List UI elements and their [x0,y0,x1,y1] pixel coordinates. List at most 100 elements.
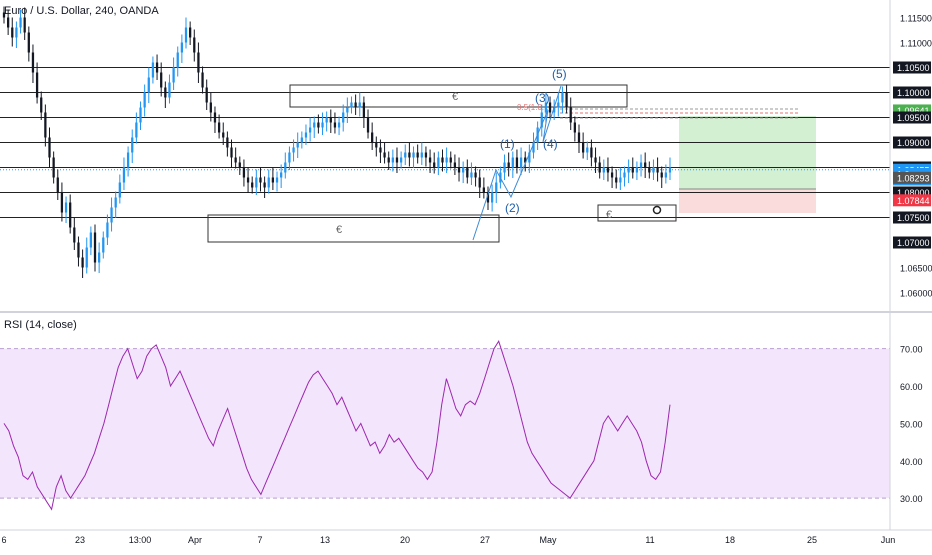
price-level-tag [893,236,931,249]
candle-body [246,177,250,183]
time-tick-label: 25 [807,535,817,545]
candle-body [308,127,312,133]
fib-label: 0.5(1.0... [517,103,549,112]
candle-body [528,152,531,163]
candle-body [371,132,374,143]
candle-body [623,172,626,178]
candle-body [160,72,163,88]
candle-body [391,157,394,163]
candle-body [193,37,196,53]
candle-body [222,132,225,138]
candle-body [424,152,428,158]
candle-body [271,177,275,183]
candle-body [27,32,30,53]
candle-body [449,157,452,163]
price-level-tag [893,211,931,224]
candle-body [648,167,651,173]
price-level-tag-text: 1.09000 [897,138,930,148]
candle-body [404,152,407,158]
candle-body [205,87,208,103]
candle-body [379,147,382,153]
candle-body [482,187,485,193]
candle-body [118,182,121,198]
candle-body [139,107,142,123]
price-tick-label: 1.06000 [900,289,932,299]
rsi-axis[interactable]: 70.00 60.00 50.00 40.00 30.00 [900,345,923,504]
candle-body [457,167,461,173]
candle-body [284,162,287,173]
candle-body [490,192,494,203]
price-axis[interactable]: 1.11500 1.11000 1.06500 1.06000 1.10500 1.100… [893,14,932,299]
candle-body [656,167,659,173]
time-tick-label: 18 [725,535,735,545]
candle-body [524,157,527,163]
rsi-title[interactable]: RSI (14, close) [4,319,77,331]
candle-body [147,77,150,93]
candle-body [354,102,357,108]
candle-body [19,17,22,28]
candle-body [64,202,68,213]
candle-body [639,162,643,168]
candle-body [503,162,506,173]
price-level-tag [893,194,931,207]
supply-zone-label: € [452,91,458,103]
candle-body [544,102,548,113]
candle-body [313,122,316,128]
candle-body [358,102,361,108]
price-level-tag-text: 1.10000 [897,88,930,98]
demand-zone-label-left: € [336,224,342,236]
candle-body [85,247,88,268]
candle-body [275,177,279,183]
candle-body [383,152,386,158]
candle-body [263,182,266,188]
candle-body [131,137,134,153]
candle-body [172,67,175,83]
candle-body [81,257,84,268]
candle-body [519,157,523,168]
candle-body [255,177,258,188]
candle-body [664,172,668,178]
candle-body [189,27,192,38]
time-tick-label: May [539,535,557,545]
candle-body [350,102,353,108]
rsi-tick-label: 30.00 [900,494,923,504]
candle-body [486,192,490,203]
candle-body [126,152,130,168]
time-axis[interactable]: 6 23 13:00 Apr 7 13 20 27 May 11 18 25 Jun [1,535,895,545]
wave-label-4: (4) [543,137,558,151]
candle-body [540,112,543,128]
candle-body [280,172,283,178]
candle-body [292,147,295,153]
candle-body [598,162,601,173]
price-level-tag [893,111,931,124]
profit-target-zone [679,116,816,189]
candle-body [511,157,514,168]
candle-body [296,142,299,148]
candle-body [321,122,324,128]
candle-body [304,132,308,138]
candle-body [143,92,146,108]
candle-body [226,137,229,148]
candle-body [106,222,109,238]
candle-body [569,107,572,123]
candle-body [445,157,448,163]
candle-body [317,122,320,128]
candle-body [238,162,241,168]
candle-body [586,147,589,153]
symbol-title[interactable]: Euro / U.S. Dollar, 240, OANDA [4,5,159,17]
time-tick-label: 23 [75,535,85,545]
candle-body [375,142,378,148]
candle-body [635,167,639,173]
wave-label-3: (3) [535,91,550,105]
candle-body [581,142,585,153]
rsi-overbought-oversold-band [0,348,890,499]
wave-label-1: (1) [500,137,515,151]
candle-body [325,117,328,123]
candle-body [387,157,390,163]
candle-body [230,147,233,158]
candle-body [180,42,184,53]
rsi-tick-label: 40.00 [900,457,923,467]
candle-body [441,157,444,163]
candle-body [362,102,366,118]
